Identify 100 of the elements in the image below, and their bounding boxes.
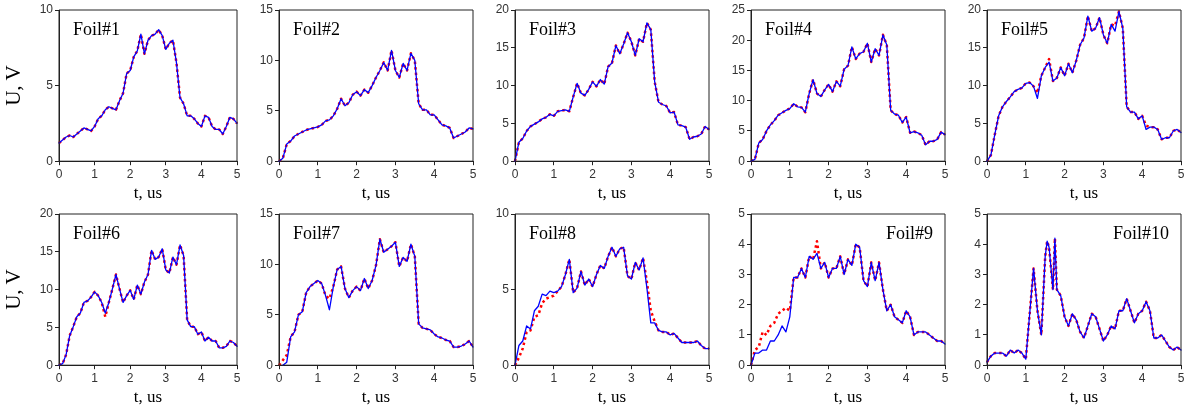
y-tick-label: 10	[259, 52, 274, 67]
y-tick-label: 0	[502, 153, 510, 168]
x-tick-label: 1	[786, 370, 794, 385]
y-tick-label: 0	[502, 357, 510, 372]
x-tick-label: 3	[864, 166, 872, 181]
x-tick-label: 2	[126, 166, 134, 181]
x-axis-title: t, us	[361, 387, 391, 407]
text: Foil#1	[73, 18, 121, 39]
y-tick-label: 0	[974, 357, 982, 372]
x-tick-label: 4	[902, 370, 910, 385]
y-tick-label: 5	[502, 281, 510, 296]
y-tick-label: 1	[738, 327, 746, 342]
y-tick-label: 5	[502, 115, 510, 130]
y-tick-label: 20	[731, 32, 746, 47]
x-tick-label: 4	[666, 166, 674, 181]
text: Foil#10	[1112, 222, 1169, 243]
y-tick-label: 10	[967, 77, 982, 92]
y-axis-title: U, V	[1, 269, 26, 310]
y-tick-label: 0	[738, 357, 746, 372]
y-tick-label: 5	[46, 77, 54, 92]
x-tick-label: 5	[941, 370, 949, 385]
x-axis-title: t, us	[361, 183, 391, 203]
y-tick-label: 4	[738, 236, 746, 251]
y-tick-label: 3	[974, 266, 982, 281]
x-tick-label: 4	[902, 166, 910, 181]
x-axis-title: t, us	[833, 387, 863, 407]
x-tick-label: 3	[628, 166, 636, 181]
x-tick-label: 3	[162, 370, 170, 385]
x-tick-label: 3	[162, 166, 170, 181]
x-tick-label: 5	[233, 166, 241, 181]
y-tick-label: 0	[974, 153, 982, 168]
y-tick-label: 20	[495, 2, 510, 17]
x-tick-label: 3	[392, 166, 400, 181]
y-tick-label: 20	[967, 2, 982, 17]
x-tick-label: 2	[353, 370, 361, 385]
x-tick-label: 2	[1061, 370, 1069, 385]
x-axis-title: t, us	[597, 387, 627, 407]
y-tick-label: 15	[967, 40, 982, 55]
x-axis-title: t, us	[833, 183, 863, 203]
y-tick-label: 10	[495, 77, 510, 92]
x-tick-label: 3	[1100, 370, 1108, 385]
text: Foil#3	[529, 18, 577, 39]
y-tick-label: 10	[495, 206, 510, 221]
text: Foil#5	[1001, 18, 1049, 39]
x-tick-label: 1	[91, 370, 99, 385]
x-tick-label: 5	[941, 166, 949, 181]
x-tick-label: 4	[666, 370, 674, 385]
x-tick-label: 3	[1100, 166, 1108, 181]
x-axis-title: t, us	[1069, 183, 1099, 203]
y-tick-label: 2	[974, 297, 982, 312]
y-tick-label: 5	[974, 115, 982, 130]
x-tick-label: 4	[198, 370, 206, 385]
x-tick-label: 4	[1138, 370, 1146, 385]
x-tick-label: 2	[589, 370, 597, 385]
text: Foil#9	[885, 222, 933, 243]
y-tick-label: 2	[738, 297, 746, 312]
x-tick-label: 3	[628, 370, 636, 385]
x-tick-label: 2	[825, 166, 833, 181]
y-tick-label: 15	[731, 62, 746, 77]
y-tick-label: 0	[46, 153, 54, 168]
x-tick-label: 5	[1177, 370, 1185, 385]
x-tick-label: 2	[126, 370, 134, 385]
y-tick-label: 5	[738, 123, 746, 138]
x-tick-label: 2	[825, 370, 833, 385]
x-axis-title: t, us	[1069, 387, 1099, 407]
y-tick-label: 3	[738, 266, 746, 281]
x-tick-label: 5	[705, 370, 713, 385]
y-tick-label: 5	[46, 319, 54, 334]
x-tick-label: 5	[233, 370, 241, 385]
x-axis-title: t, us	[133, 387, 163, 407]
x-tick-label: 3	[392, 370, 400, 385]
y-tick-label: 5	[974, 206, 982, 221]
x-tick-label: 3	[864, 370, 872, 385]
y-tick-label: 15	[259, 206, 274, 221]
x-tick-label: 5	[1177, 166, 1185, 181]
y-tick-label: 25	[731, 2, 746, 17]
y-tick-label: 15	[259, 2, 274, 17]
x-tick-label: 4	[1138, 166, 1146, 181]
y-tick-label: 4	[974, 236, 982, 251]
x-tick-label: 1	[786, 166, 794, 181]
x-axis-title: t, us	[133, 183, 163, 203]
x-tick-label: 5	[705, 166, 713, 181]
text: Foil#2	[293, 18, 341, 39]
text: Foil#8	[529, 222, 577, 243]
y-tick-label: 5	[266, 103, 274, 118]
y-tick-label: 15	[495, 40, 510, 55]
x-tick-label: 4	[198, 166, 206, 181]
y-tick-label: 10	[731, 93, 746, 108]
x-tick-label: 5	[469, 166, 477, 181]
y-tick-label: 10	[259, 256, 274, 271]
text: Foil#4	[765, 18, 813, 39]
y-axis-title: U, V	[1, 65, 26, 106]
x-tick-label: 2	[1061, 166, 1069, 181]
x-tick-label: 1	[550, 370, 558, 385]
x-tick-label: 2	[353, 166, 361, 181]
x-tick-label: 5	[469, 370, 477, 385]
y-tick-label: 20	[39, 206, 54, 221]
x-tick-label: 4	[430, 166, 438, 181]
y-tick-label: 5	[266, 307, 274, 322]
x-tick-label: 2	[589, 166, 597, 181]
